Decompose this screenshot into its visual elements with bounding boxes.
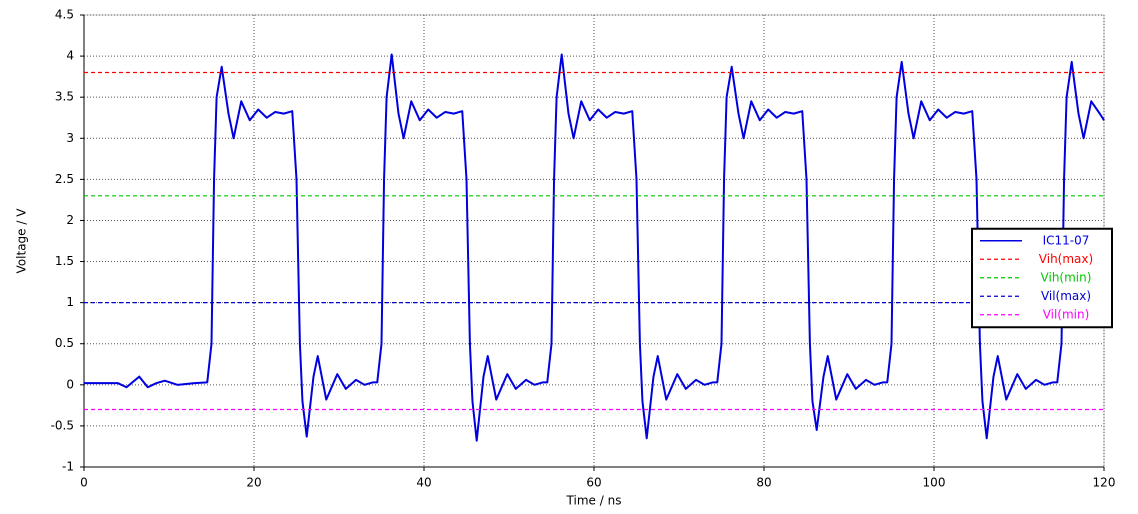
legend-label: Vil(max) [1041, 289, 1091, 303]
y-tick-label: 3 [66, 131, 74, 145]
y-tick-label: 0 [66, 377, 74, 391]
legend-label: Vih(max) [1039, 252, 1093, 266]
y-tick-label: 3.5 [55, 90, 74, 104]
y-tick-label: -1 [62, 460, 74, 474]
y-tick-label: 2.5 [55, 172, 74, 186]
legend-label: Vih(min) [1041, 270, 1092, 284]
x-tick-label: 100 [923, 476, 946, 490]
x-tick-label: 40 [416, 476, 431, 490]
x-tick-label: 20 [246, 476, 261, 490]
y-tick-label: 1 [66, 295, 74, 309]
y-tick-label: 1.5 [55, 254, 74, 268]
legend-label: Vil(min) [1043, 307, 1090, 321]
x-tick-label: 80 [756, 476, 771, 490]
legend-label: IC11-07 [1043, 233, 1090, 247]
series-line [84, 53, 1105, 442]
y-tick-label: 4 [66, 49, 74, 63]
y-axis-label: Voltage / V [15, 208, 29, 274]
x-axis-label: Time / ns [566, 494, 622, 508]
y-tick-label: 2 [66, 213, 74, 227]
y-tick-label: 0.5 [55, 336, 74, 350]
x-tick-label: 120 [1093, 476, 1116, 490]
y-tick-label: -0.5 [51, 418, 74, 432]
x-tick-label: 60 [586, 476, 601, 490]
y-tick-label: 4.5 [55, 8, 74, 22]
x-tick-label: 0 [80, 476, 88, 490]
